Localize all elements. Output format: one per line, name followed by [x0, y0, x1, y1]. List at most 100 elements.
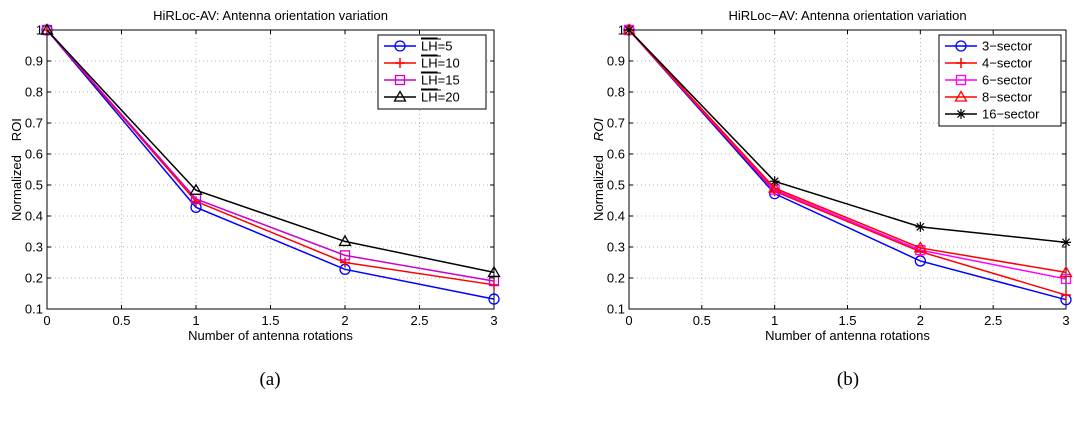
y-axis-label-part: Normalized	[9, 155, 24, 221]
x-tick-label: 0	[43, 313, 50, 328]
legend-marker	[956, 58, 966, 68]
y-axis-label: Normalized ROI	[9, 118, 24, 221]
legend-name: 6−sector	[982, 73, 1033, 88]
figure-caption: (a)	[259, 369, 280, 390]
data-point	[1060, 273, 1072, 285]
data-point	[338, 234, 352, 247]
legend-label: 4−sector	[982, 56, 1033, 71]
data-point	[487, 265, 501, 278]
y-tick-label: 0.4	[607, 209, 625, 224]
y-axis-label-part: ROI	[9, 118, 24, 141]
legend-marker	[395, 58, 405, 68]
series-line	[628, 29, 1067, 244]
data-point	[913, 241, 927, 253]
series-line	[46, 29, 495, 274]
y-axis-label-part: ROI	[591, 118, 606, 142]
y-tick-label: 0.7	[607, 116, 625, 131]
chart-title: HiRLoc-AV: Antenna orientation variation	[153, 8, 388, 23]
y-tick-label: 0.6	[607, 147, 625, 162]
y-tick-label: 1	[36, 23, 43, 38]
legend-label: LH=15	[421, 73, 460, 88]
x-tick-label: 2.5	[984, 313, 1002, 328]
legend-name-suffix: =15	[438, 73, 460, 88]
y-tick-label: 0.3	[607, 240, 625, 255]
x-tick-label: 1	[192, 313, 199, 328]
legend: 3−sector 4−sector 6−sector 8−sector 16−secto…	[938, 34, 1062, 127]
y-axis-label-part: Normalized	[591, 155, 606, 221]
data-point	[488, 293, 500, 305]
x-tick-label: 2	[341, 313, 348, 328]
series-line	[628, 29, 1067, 301]
chart-b: 0.1 0.2 0.3 0.4 0.5 0.6 0.7 0.8 0.9 1 0 0.5 1 1.5 2 2.5…	[591, 8, 1073, 390]
legend-name: LH	[421, 73, 438, 88]
x-tick-label: 0	[625, 313, 632, 328]
series-line	[46, 29, 495, 282]
legend-label: LH=20	[421, 90, 460, 105]
legend-name: 16−sector	[982, 107, 1040, 122]
x-tick-label: 0.5	[112, 313, 130, 328]
legend-marker	[954, 90, 968, 102]
data-point	[489, 279, 499, 290]
legend-name-suffix: =5	[438, 39, 453, 54]
legend-marker	[956, 109, 966, 119]
x-tick-label: 1.5	[838, 313, 856, 328]
data-point	[624, 25, 634, 35]
y-tick-label: 0.9	[25, 54, 43, 69]
legend-label: 8−sector	[982, 90, 1033, 105]
data-point	[1061, 290, 1071, 301]
data-point	[769, 176, 780, 187]
data-point	[915, 221, 926, 232]
chart-a: 0.1 0.2 0.3 0.4 0.5 0.6 0.7 0.8 0.9 1 0 0.5 1 1.5 2 2.5…	[9, 8, 501, 390]
x-tick-label: 3	[1062, 313, 1069, 328]
legend-label: LH=5	[421, 39, 452, 54]
x-axis-label: Number of antenna rotations	[188, 328, 353, 343]
y-axis-label: Normalized ROI	[591, 118, 606, 221]
legend-name: 8−sector	[982, 90, 1033, 105]
legend-name: 4−sector	[982, 56, 1033, 71]
y-tick-label: 1	[618, 23, 625, 38]
x-tick-label: 1.5	[261, 313, 279, 328]
data-point	[340, 257, 350, 268]
legend-marker	[394, 40, 406, 52]
y-tick-label: 0.1	[607, 302, 625, 317]
y-tick-label: 0.7	[25, 116, 43, 131]
y-tick-label: 0.5	[25, 178, 43, 193]
y-tick-label: 0.5	[607, 178, 625, 193]
legend-label: 16−sector	[982, 107, 1040, 122]
y-tick-label: 0.8	[25, 85, 43, 100]
data-point	[768, 181, 782, 193]
legend-name: LH	[421, 39, 438, 54]
legend-marker	[393, 90, 407, 102]
series-line	[46, 29, 495, 286]
data-point	[339, 250, 351, 261]
legend-label: LH=10	[421, 56, 460, 71]
legend-name-suffix: =20	[438, 90, 460, 105]
series-line	[628, 29, 1067, 274]
x-tick-label: 3	[490, 313, 497, 328]
legend-name: 3−sector	[982, 39, 1033, 54]
series-line	[46, 29, 495, 300]
legend-name: LH	[421, 56, 438, 71]
data-point	[40, 23, 54, 35]
legend-name: LH	[421, 90, 438, 105]
x-tick-label: 2.5	[410, 313, 428, 328]
legend-label: 6−sector	[982, 73, 1033, 88]
y-tick-label: 0.2	[25, 271, 43, 286]
y-tick-label: 0.1	[25, 302, 43, 317]
x-tick-label: 1	[771, 313, 778, 328]
chart-title: HiRLoc−AV: Antenna orientation variation	[728, 8, 966, 23]
legend-marker	[955, 40, 967, 52]
legend-marker	[955, 74, 967, 86]
y-tick-label: 0.8	[607, 85, 625, 100]
y-tick-label: 0.6	[25, 147, 43, 162]
legend-marker	[394, 74, 406, 86]
data-point	[1059, 265, 1073, 278]
x-tick-label: 2	[917, 313, 924, 328]
data-point	[189, 183, 203, 195]
figure-caption: (b)	[837, 369, 859, 390]
x-axis-label: Number of antenna rotations	[765, 328, 930, 343]
y-tick-label: 0.3	[25, 240, 43, 255]
x-tick-label: 0.5	[693, 313, 711, 328]
